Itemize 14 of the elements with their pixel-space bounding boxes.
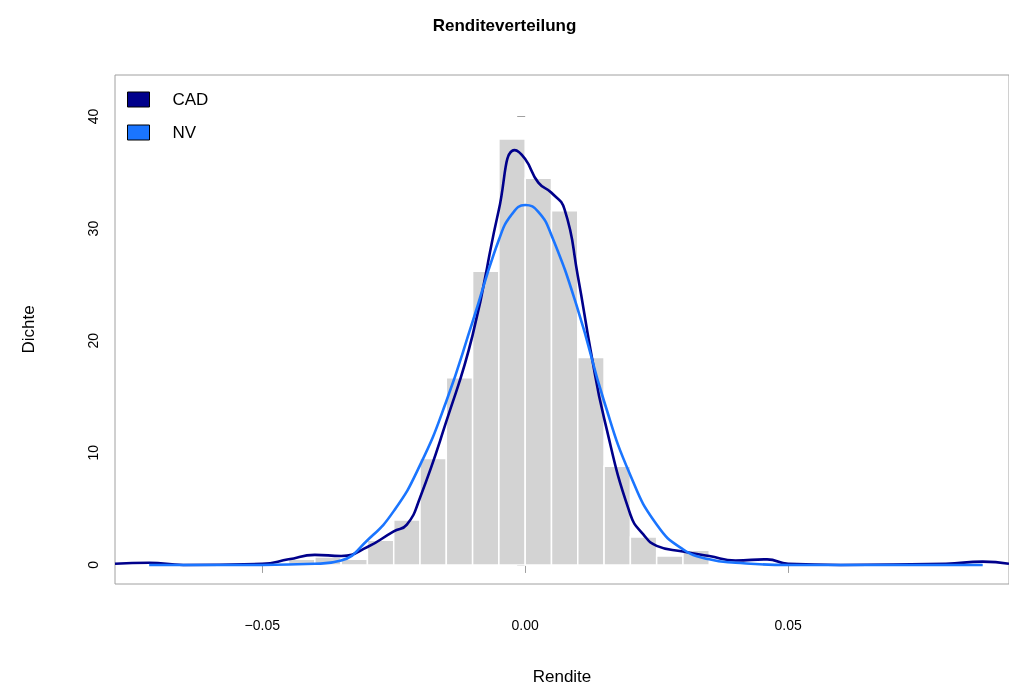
y-tick-label: 30 bbox=[85, 220, 101, 237]
x-tick-label: 0.00 bbox=[511, 617, 540, 633]
x-tick-label: 0.05 bbox=[774, 617, 802, 633]
y-tick-label: 20 bbox=[85, 332, 101, 349]
x-axis-title: Rendite bbox=[532, 667, 592, 686]
y-tick-label: 0 bbox=[85, 560, 101, 569]
x-tick-label: −0.05 bbox=[244, 617, 281, 633]
legend-label: NV bbox=[172, 123, 197, 142]
line-series bbox=[147, 203, 985, 567]
chart-title: Renditeverteilung bbox=[432, 16, 577, 35]
y-axis-title: Dichte bbox=[19, 305, 38, 354]
y-tick-label: 40 bbox=[85, 108, 101, 125]
y-tick-label: 10 bbox=[85, 444, 101, 461]
legend-label: CAD bbox=[172, 90, 209, 109]
